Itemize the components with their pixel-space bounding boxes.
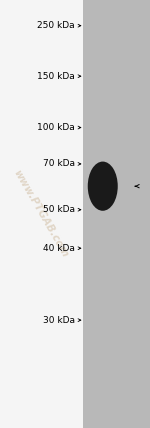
Bar <box>0 0 83 428</box>
Text: 40 kDa: 40 kDa <box>43 244 75 253</box>
Text: 70 kDa: 70 kDa <box>43 159 75 169</box>
Text: 30 kDa: 30 kDa <box>43 315 75 325</box>
Bar <box>83 0 150 428</box>
Text: 100 kDa: 100 kDa <box>37 123 75 132</box>
Text: 250 kDa: 250 kDa <box>37 21 75 30</box>
Text: 50 kDa: 50 kDa <box>43 205 75 214</box>
Text: 150 kDa: 150 kDa <box>37 71 75 81</box>
Ellipse shape <box>94 172 109 192</box>
Ellipse shape <box>88 162 118 211</box>
Text: www.PTGAB.com: www.PTGAB.com <box>11 169 70 259</box>
